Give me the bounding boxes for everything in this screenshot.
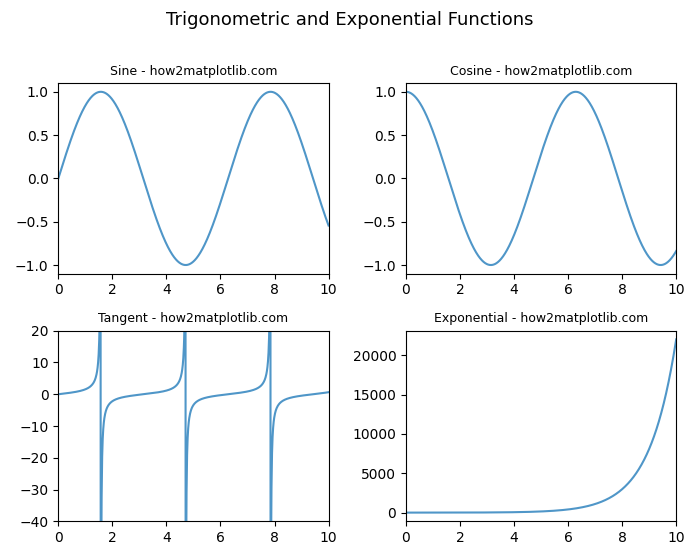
Text: Trigonometric and Exponential Functions: Trigonometric and Exponential Functions <box>167 11 533 29</box>
Title: Sine - how2matplotlib.com: Sine - how2matplotlib.com <box>110 65 277 78</box>
Title: Tangent - how2matplotlib.com: Tangent - how2matplotlib.com <box>99 312 288 325</box>
Title: Cosine - how2matplotlib.com: Cosine - how2matplotlib.com <box>450 65 632 78</box>
Title: Exponential - how2matplotlib.com: Exponential - how2matplotlib.com <box>434 312 648 325</box>
